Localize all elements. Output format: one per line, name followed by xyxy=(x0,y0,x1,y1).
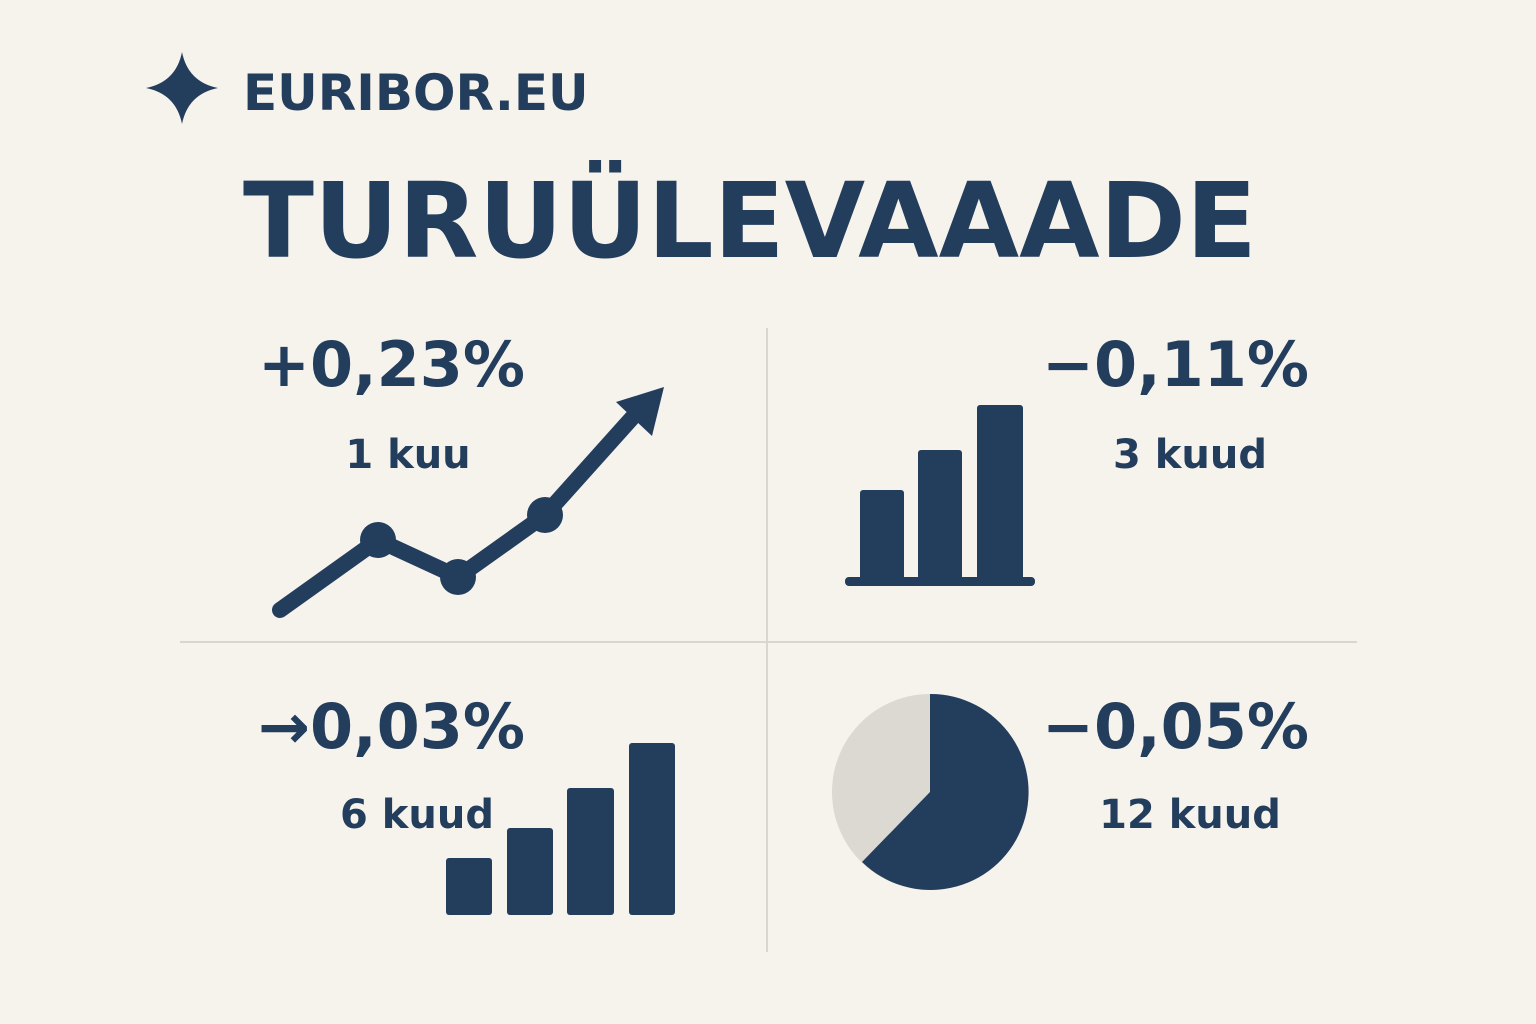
brand: EURIBOR.EU xyxy=(243,64,589,122)
bar-icon xyxy=(446,743,675,915)
tile-value: +0,23% xyxy=(258,328,525,401)
tile-period: 12 kuud xyxy=(1099,792,1281,838)
page-title: TURUÜLEVAAADE xyxy=(243,160,1257,282)
tile-period: 6 kuud xyxy=(340,792,494,838)
line-icon xyxy=(272,387,664,618)
bar-icon xyxy=(845,405,1035,586)
tile-period: 3 kuud xyxy=(1113,432,1267,478)
tile-value: −0,11% xyxy=(1042,328,1309,401)
tile-period: 1 kuu xyxy=(345,432,470,478)
logo-star xyxy=(146,52,218,124)
tile-value: −0,05% xyxy=(1042,690,1309,763)
pie-icon xyxy=(832,693,1029,890)
tile-value: →0,03% xyxy=(258,690,525,763)
